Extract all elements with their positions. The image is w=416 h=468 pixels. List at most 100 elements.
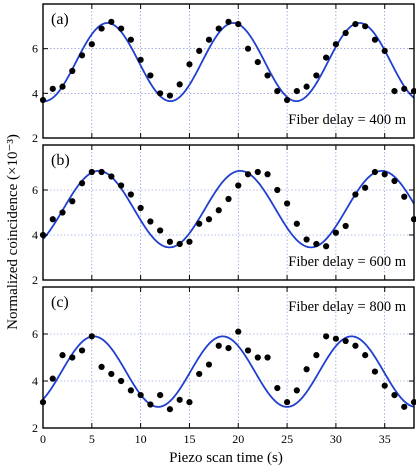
fit-curve [43,335,414,408]
data-point [293,220,300,227]
data-point [244,45,252,52]
data-point [303,83,310,90]
data-point [215,25,222,32]
data-point [118,25,125,32]
panels: 2 4 6 (a) Fiber delay = 400 m 2 4 6 (b) Fiber del… [32,3,416,446]
data-point [264,354,271,361]
y-axis-title: Normalized coincidence (×10⁻³) [5,134,21,330]
data-point [235,328,242,335]
panel-label: (a) [51,11,69,28]
y-tick-label: 4 [32,374,38,388]
data-point [78,347,86,354]
data-point [205,36,213,43]
data-point [147,218,154,225]
x-tick-label: 30 [330,432,342,446]
data-point [205,361,213,368]
data-point [225,195,232,203]
data-point [196,220,203,227]
data-point [293,88,300,95]
data-point [303,366,310,373]
data-point [313,240,320,248]
data-point [49,85,56,92]
y-tick-label: 6 [32,327,38,341]
data-point [147,72,154,79]
data-point [235,21,242,28]
data-point [69,354,76,361]
data-point [166,238,174,245]
y-tick-label: 4 [32,228,38,242]
data-point [69,198,76,205]
y-tick-label: 2 [32,421,38,435]
data-point [342,29,349,37]
x-tick-label: 20 [232,432,244,446]
data-point [332,41,339,48]
data-point [254,58,261,66]
data-point [176,81,183,88]
data-point [88,333,95,340]
y-tick-label: 2 [32,273,38,287]
data-point [254,168,261,176]
data-point [362,23,369,30]
data-point [137,392,144,399]
data-point [78,180,86,187]
plot-frame [42,144,415,281]
data-point [274,186,281,194]
fiber-delay-annotation: Fiber delay = 800 m [288,299,406,315]
data-point [69,67,76,75]
data-point [391,177,398,185]
data-point [176,240,183,248]
data-point [166,92,174,99]
data-points [39,168,416,250]
data-point [401,85,408,92]
data-point [88,41,95,48]
fit-curve [43,22,414,103]
data-point [186,238,193,245]
panel-label: (c) [51,294,69,311]
data-point [401,403,408,410]
data-point [362,352,369,359]
data-point [391,392,398,399]
data-point [381,382,388,389]
data-point [127,191,134,198]
data-point [215,207,222,214]
data-point [186,399,193,406]
x-tick-label: 15 [183,432,195,446]
panel-1: 2 4 6 (a) Fiber delay = 400 m [32,3,416,145]
data-point [205,216,213,223]
data-point [323,333,330,340]
data-point [283,200,291,207]
data-point [352,191,359,198]
data-point [59,209,66,216]
x-tick-label: 35 [379,432,391,446]
y-tick-label: 6 [32,183,38,197]
data-point [196,370,203,378]
data-point [332,229,339,236]
data-point [59,352,66,359]
data-point [157,90,164,97]
data-point [157,392,164,399]
data-point [118,182,125,189]
data-point [362,184,369,191]
data-point [293,387,300,394]
data-point [166,406,174,413]
data-point [98,168,105,176]
data-point [176,396,183,403]
data-point [78,52,86,59]
data-point [313,352,320,359]
data-point [323,243,330,250]
data-point [283,399,291,406]
data-point [401,193,408,200]
y-tick-label: 6 [32,42,38,56]
data-point [264,171,271,178]
data-point [313,72,320,79]
data-point [88,168,95,176]
data-point [186,61,193,68]
data-point [49,375,56,382]
data-point [98,363,105,370]
data-point [381,47,388,55]
data-point [244,171,252,178]
data-point [118,377,125,385]
data-points [39,328,416,413]
data-point [147,401,154,408]
